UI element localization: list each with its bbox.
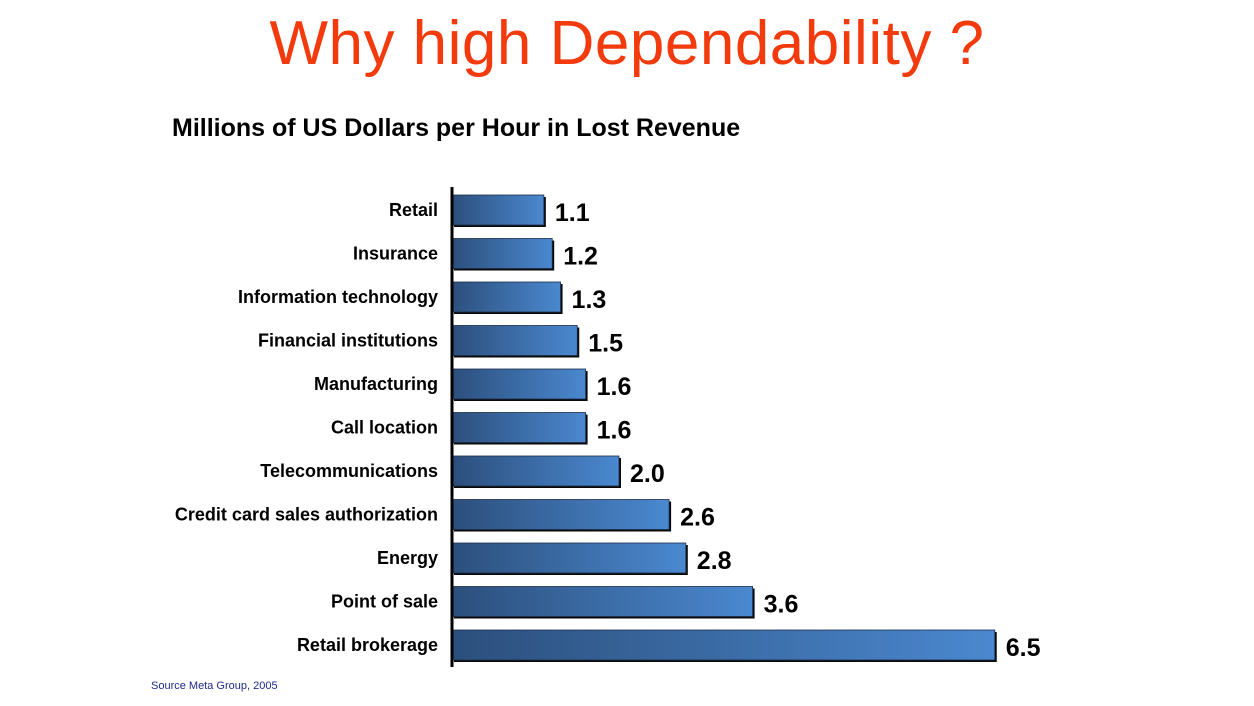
bar-group: Insurance 1.2 [353,238,598,271]
bar-group: Telecommunications 2.0 [260,455,665,488]
bar [451,238,553,269]
category-label: Retail [389,200,438,220]
category-label: Manufacturing [314,374,438,394]
category-label: Insurance [353,244,438,264]
bar [451,368,587,400]
bar-group: Financial institutions 1.5 [258,325,623,358]
bar [451,455,620,487]
value-label: 1.1 [555,199,590,227]
value-label: 1.2 [563,243,598,271]
bar [451,194,545,226]
category-label: Telecommunications [260,461,438,481]
bar [451,412,587,443]
category-label: Retail brokerage [297,635,438,655]
value-label: 3.6 [764,591,799,619]
category-label: Point of sale [331,592,438,612]
bar-group: Call location 1.6 [331,412,632,445]
bar-group: Information technology 1.3 [238,281,607,314]
value-label: 1.6 [597,373,632,401]
bar-group: Energy 2.8 [377,542,732,575]
value-label: 1.3 [572,286,607,314]
bar [451,542,687,574]
bar [451,586,754,617]
category-label: Energy [377,548,438,568]
bar-group: Retail 1.1 [389,194,590,227]
page-title: Why high Dependability ? [269,9,985,78]
category-label: Financial institutions [258,331,438,351]
chart-title: Millions of US Dollars per Hour in Lost … [172,114,741,142]
value-label: 6.5 [1006,634,1041,662]
bar-group: Manufacturing 1.6 [314,368,632,401]
bar [451,281,561,313]
bar [451,499,670,530]
bar [451,629,996,661]
value-label: 2.8 [697,547,732,575]
category-label: Information technology [238,287,438,307]
category-label: Credit card sales authorization [175,505,438,525]
bar [451,325,578,356]
value-label: 1.6 [597,417,632,445]
value-label: 1.5 [588,330,623,358]
bars-layer: Retail 1.1 Insurance 1.2 Information technol… [175,194,1041,662]
bar-group: Credit card sales authorization 2.6 [175,499,715,532]
value-label: 2.0 [630,460,665,488]
bar-group: Retail brokerage 6.5 [297,629,1041,662]
bar-group: Point of sale 3.6 [331,586,799,619]
source-note: Source Meta Group, 2005 [151,680,278,692]
value-label: 2.6 [680,504,715,532]
category-label: Call location [331,418,438,438]
